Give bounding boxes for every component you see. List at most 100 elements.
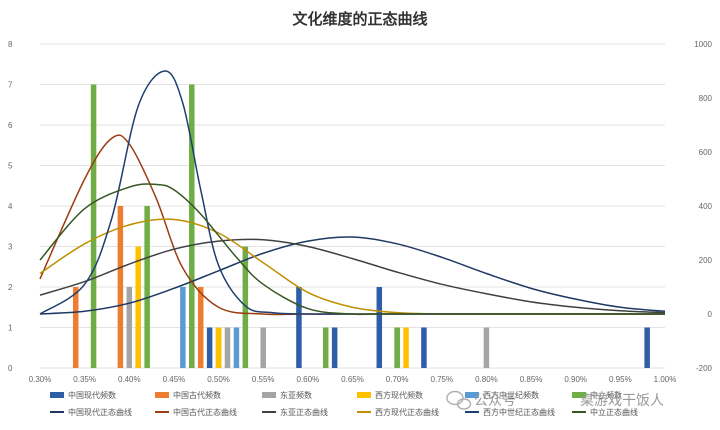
- y2-tick-label: 600: [699, 148, 713, 157]
- y-tick-label: 5: [8, 162, 13, 171]
- series-line: [39, 134, 665, 316]
- x-tick-label: 0.40%: [118, 375, 141, 384]
- x-tick-label: 1.00%: [654, 375, 677, 384]
- legend-item: 东亚频数: [262, 390, 312, 400]
- x-tick-label: 0.80%: [475, 375, 498, 384]
- bar: [90, 84, 97, 368]
- watermark-account-name: 桌游戏干饭人: [580, 393, 664, 409]
- x-tick-label: 0.50%: [207, 375, 230, 384]
- bar: [135, 246, 141, 368]
- bar: [644, 327, 650, 368]
- series-line: [39, 70, 665, 315]
- bar: [180, 287, 186, 368]
- x-tick-label: 0.90%: [564, 375, 587, 384]
- y-tick-label: 0: [8, 364, 13, 373]
- series-line: [39, 183, 665, 316]
- y2-tick-label: 200: [699, 256, 713, 265]
- legend-item: 中国现代正态曲线: [50, 407, 132, 417]
- legend-item: 西方现代频数: [357, 390, 423, 400]
- axis-labels: 0 1 2 3 4 5 6 7 8 -200 0 200 400 600 800 1000 0.30% 0.35%…: [8, 40, 713, 384]
- curve-series-group: [39, 70, 666, 316]
- x-tick-label: 0.45%: [163, 375, 186, 384]
- bar: [394, 327, 400, 368]
- y-tick-label: 6: [8, 121, 13, 130]
- y2-tick-label: 800: [699, 94, 713, 103]
- bar: [331, 327, 338, 368]
- legend-item: 西方现代正态曲线: [357, 407, 439, 417]
- x-tick-label: 0.55%: [252, 375, 275, 384]
- y-tick-label: 4: [8, 202, 13, 211]
- legend-item: 中国古代正态曲线: [155, 407, 237, 417]
- legend-swatch: [465, 392, 479, 398]
- y-tick-label: 7: [8, 81, 13, 90]
- legend-item: 西方中世纪正态曲线: [465, 407, 555, 417]
- y-tick-label: 2: [8, 283, 13, 292]
- legend-swatch: [155, 392, 169, 398]
- legend-label: 西方现代正态曲线: [375, 407, 439, 417]
- bar: [376, 287, 383, 368]
- legend-item: 东亚正态曲线: [262, 407, 328, 417]
- y-tick-label: 8: [8, 40, 13, 49]
- bar: [483, 327, 490, 368]
- bar: [117, 206, 124, 368]
- wechat-icon: [446, 390, 472, 410]
- legend-swatch: [50, 392, 64, 398]
- legend-label: 西方中世纪正态曲线: [483, 407, 555, 417]
- x-tick-label: 0.70%: [386, 375, 409, 384]
- legend-item: 中国古代频数: [155, 390, 221, 400]
- legend-item: 中立正态曲线: [572, 407, 638, 417]
- legend-label: 中国古代正态曲线: [173, 407, 237, 417]
- series-line: [39, 218, 665, 315]
- legend-label: 中国古代频数: [173, 390, 221, 400]
- legend-label: 中立频数: [590, 390, 622, 400]
- legend-label: 中立正态曲线: [590, 407, 638, 417]
- legend-label: 中国现代频数: [68, 390, 116, 400]
- bar-series-group: [72, 84, 650, 368]
- legend-label: 东亚正态曲线: [280, 407, 328, 417]
- legend-swatch: [262, 392, 276, 398]
- y-tick-label: 3: [8, 243, 13, 252]
- legend-swatch: [572, 392, 586, 398]
- series-line: [39, 236, 666, 315]
- x-tick-label: 0.35%: [73, 375, 96, 384]
- watermark-account-label: 公众号: [474, 393, 516, 409]
- x-tick-label: 0.30%: [29, 375, 52, 384]
- legend-item: 西方中世纪频数: [465, 390, 539, 400]
- bar: [296, 287, 302, 368]
- bar: [224, 327, 231, 368]
- bar: [206, 327, 213, 368]
- y2-tick-label: 1000: [694, 40, 712, 49]
- legend-item: 中立频数: [572, 390, 622, 400]
- y2-tick-label: 400: [699, 202, 713, 211]
- bar: [233, 327, 240, 368]
- x-tick-label: 0.75%: [430, 375, 453, 384]
- y-tick-label: 1: [8, 324, 13, 333]
- legend-label: 中国现代正态曲线: [68, 407, 132, 417]
- x-tick-label: 0.95%: [609, 375, 632, 384]
- bar: [242, 246, 249, 368]
- y2-tick-label: -200: [696, 364, 713, 373]
- x-tick-label: 0.85%: [520, 375, 543, 384]
- bar: [403, 327, 409, 368]
- legend-item: 中国现代频数: [50, 390, 116, 400]
- bar: [72, 287, 79, 368]
- watermark: 公众号 桌游戏干饭人: [446, 390, 664, 410]
- legend-label: 东亚频数: [280, 390, 312, 400]
- series-line: [39, 238, 666, 314]
- bar: [126, 287, 133, 368]
- legend: 中国现代频数 中国古代频数 东亚频数 西方现代频数 西方中世纪频数 中立频数中国现代正态曲…: [50, 390, 638, 417]
- chart-title: 文化维度的正态曲线: [292, 10, 427, 28]
- bar: [215, 327, 222, 368]
- legend-label: 西方中世纪频数: [483, 390, 539, 400]
- gridlines: [40, 43, 665, 369]
- legend-swatch: [357, 392, 371, 398]
- bar: [189, 84, 195, 368]
- bar: [421, 327, 427, 368]
- bar: [197, 287, 204, 368]
- y2-tick-label: 0: [708, 310, 713, 319]
- bar: [144, 206, 150, 368]
- bar: [260, 327, 266, 368]
- x-tick-label: 0.65%: [341, 375, 364, 384]
